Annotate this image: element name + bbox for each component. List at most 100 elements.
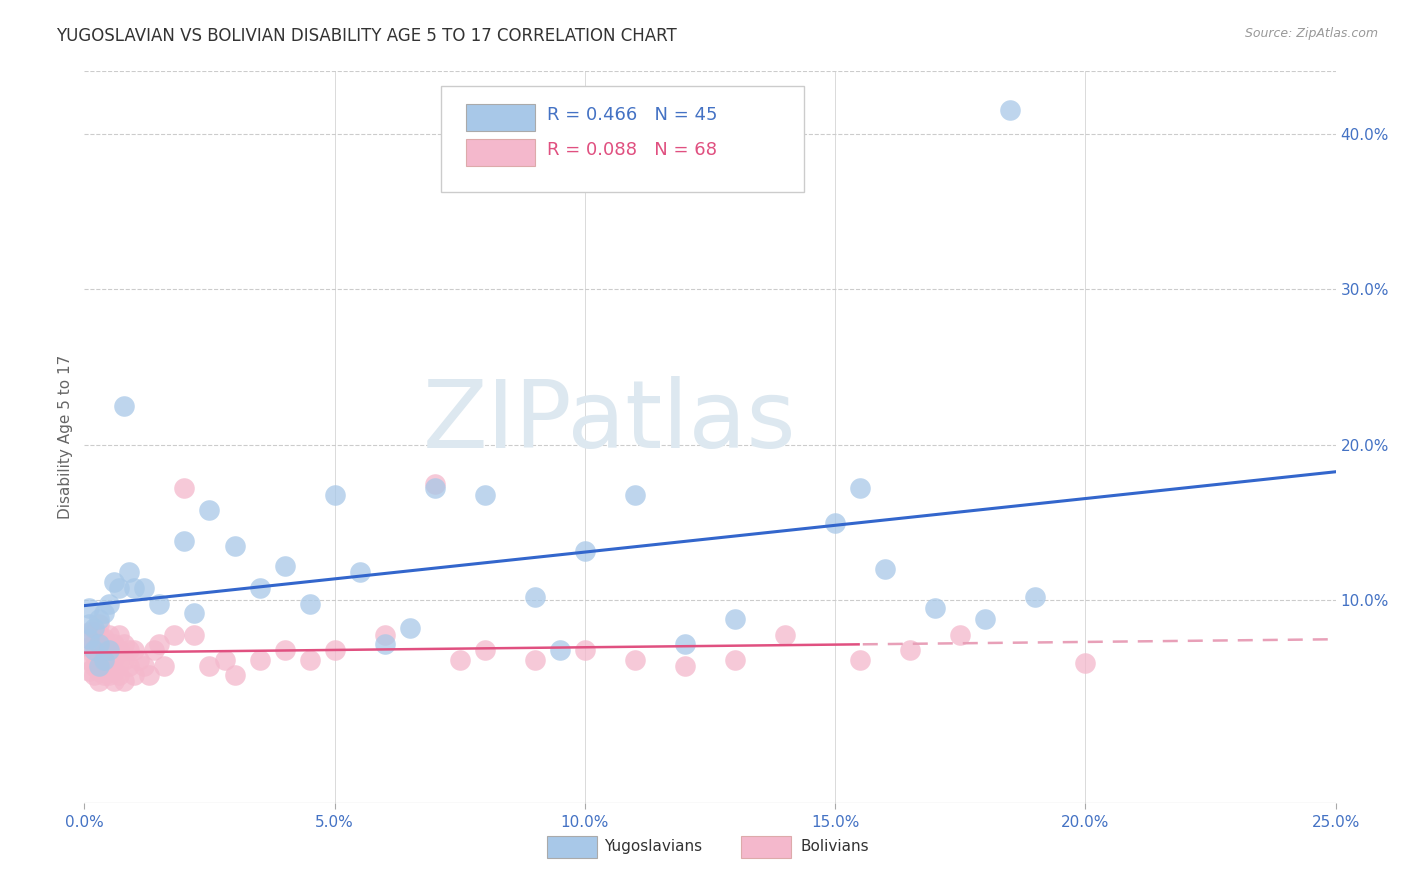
Point [523, 591, 546, 605]
Point [224, 668, 246, 682]
Point [124, 581, 146, 595]
Point [183, 606, 205, 620]
Point [724, 652, 747, 666]
Point [79, 640, 101, 655]
Point [83, 637, 105, 651]
Point [79, 601, 101, 615]
Point [118, 658, 141, 673]
Point [89, 637, 111, 651]
Point [1074, 656, 1097, 670]
Point [323, 643, 346, 657]
Point [374, 637, 396, 651]
Point [624, 652, 647, 666]
Text: ZIPatlas: ZIPatlas [423, 376, 797, 468]
Point [974, 612, 997, 626]
Point [574, 543, 596, 558]
Point [93, 643, 115, 657]
Point [103, 637, 125, 651]
Point [849, 652, 872, 666]
Point [93, 606, 115, 620]
Point [624, 488, 647, 502]
Point [924, 601, 946, 615]
Point [249, 652, 271, 666]
Point [148, 637, 170, 651]
Point [79, 624, 101, 639]
Point [128, 652, 150, 666]
Point [93, 656, 115, 670]
Point [1024, 591, 1046, 605]
Point [112, 637, 135, 651]
Point [198, 503, 221, 517]
Point [214, 652, 236, 666]
Bar [741, 836, 792, 858]
Point [398, 622, 420, 636]
Point [79, 664, 101, 678]
FancyBboxPatch shape [441, 86, 804, 192]
Point [949, 628, 972, 642]
Point [374, 628, 396, 642]
Y-axis label: Disability Age 5 to 17: Disability Age 5 to 17 [58, 355, 73, 519]
Point [108, 628, 131, 642]
Point [103, 574, 125, 589]
Point [224, 539, 246, 553]
Point [83, 624, 105, 639]
Point [98, 643, 121, 657]
Point [83, 643, 105, 657]
Point [673, 637, 696, 651]
Point [273, 643, 295, 657]
Point [298, 652, 321, 666]
Point [148, 597, 170, 611]
Point [112, 652, 135, 666]
Point [875, 562, 897, 576]
Point [118, 566, 141, 580]
Point [898, 643, 921, 657]
Point [249, 581, 271, 595]
Point [1000, 103, 1022, 118]
Point [89, 616, 111, 631]
Point [79, 616, 101, 631]
Point [98, 658, 121, 673]
Point [124, 643, 146, 657]
Point [449, 652, 471, 666]
Point [83, 668, 105, 682]
Point [423, 482, 446, 496]
Point [112, 674, 135, 689]
Point [89, 628, 111, 642]
Point [79, 652, 101, 666]
Text: Source: ZipAtlas.com: Source: ZipAtlas.com [1244, 27, 1378, 40]
Point [423, 476, 446, 491]
Point [523, 652, 546, 666]
Point [83, 622, 105, 636]
Point [89, 664, 111, 678]
Point [474, 488, 496, 502]
Point [89, 652, 111, 666]
Point [849, 482, 872, 496]
Point [163, 628, 186, 642]
Bar [465, 103, 534, 131]
Point [89, 640, 111, 655]
Point [548, 643, 571, 657]
Bar [547, 836, 598, 858]
Point [108, 643, 131, 657]
Text: R = 0.466   N = 45: R = 0.466 N = 45 [547, 106, 718, 124]
Point [298, 597, 321, 611]
Point [724, 612, 747, 626]
Point [103, 674, 125, 689]
Point [98, 668, 121, 682]
Point [103, 651, 125, 665]
Text: Bolivians: Bolivians [800, 839, 869, 855]
Point [83, 658, 105, 673]
Point [89, 658, 111, 673]
Point [474, 643, 496, 657]
Point [93, 652, 115, 666]
Point [108, 668, 131, 682]
Point [143, 643, 166, 657]
Text: Yugoslavians: Yugoslavians [603, 839, 702, 855]
Point [118, 643, 141, 657]
Point [824, 516, 846, 530]
Point [98, 597, 121, 611]
Point [89, 612, 111, 626]
Point [273, 559, 295, 574]
Text: R = 0.088   N = 68: R = 0.088 N = 68 [547, 141, 717, 160]
Point [93, 668, 115, 682]
